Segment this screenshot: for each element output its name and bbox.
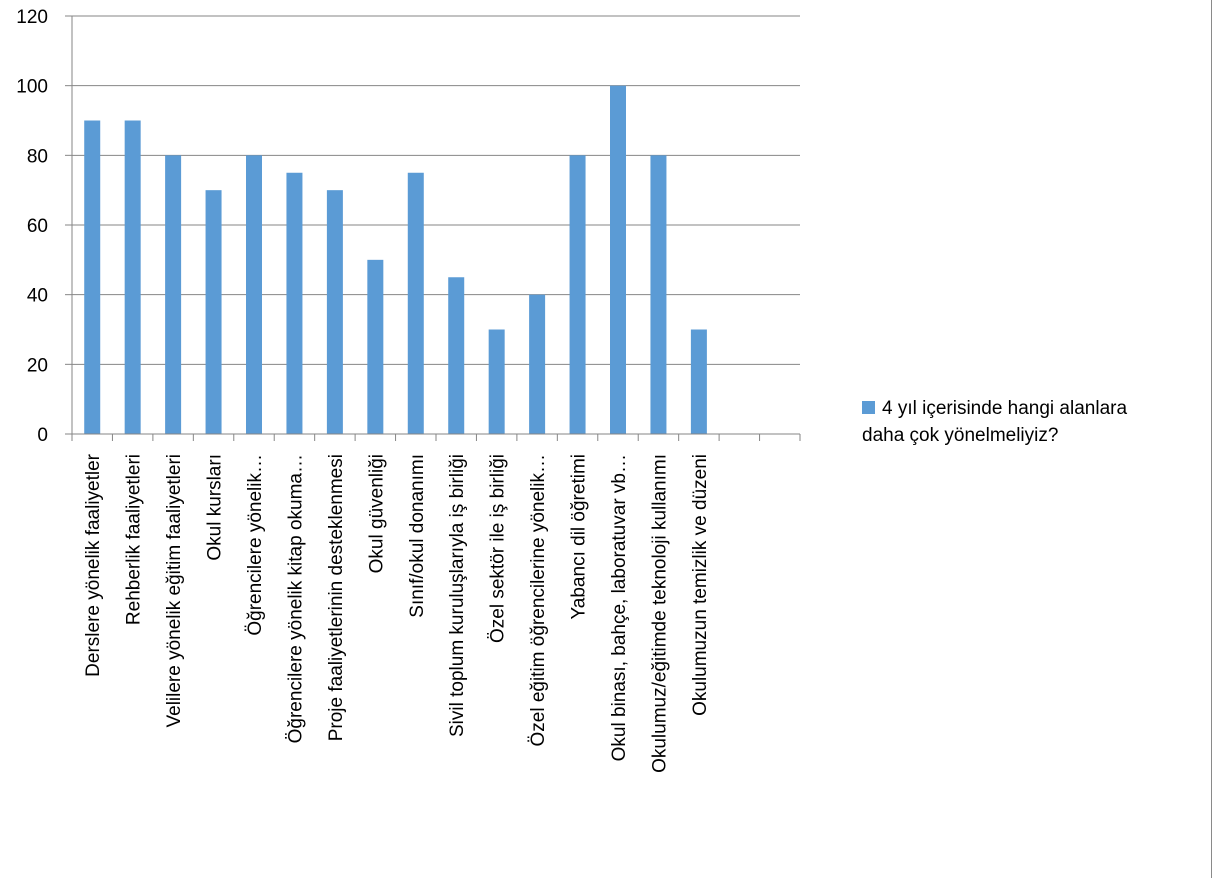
x-category-label: Yabancı dil öğretimi [569, 454, 590, 619]
x-category-label: Proje faaliyetlerinin desteklenmesi [326, 454, 347, 741]
bar [205, 190, 222, 434]
bar [286, 172, 303, 434]
frame-border [1211, 0, 1212, 878]
bar [569, 155, 586, 435]
y-tick-label: 100 [16, 77, 48, 98]
x-category-label: Okul güvenliği [366, 454, 387, 573]
x-category-label: Okul kursları [205, 454, 226, 561]
x-category-label: Okulumuzun temizlik ve düzeni [690, 454, 711, 716]
bar [610, 85, 626, 435]
x-category-label: Derslere yönelik faaliyetler [83, 453, 104, 676]
x-category-label: Öğrencilere yönelik kitap okuma… [285, 454, 306, 743]
bars [84, 85, 707, 435]
y-tick-label: 20 [27, 355, 48, 376]
y-tick-label: 80 [27, 146, 48, 167]
x-category-label: Okulumuz/eğitimde teknoloji kullanımı [649, 454, 670, 773]
bar [165, 155, 182, 435]
y-tick-label: 60 [27, 216, 48, 237]
x-category-label: Velilere yönelik eğitim faaliyetleri [164, 454, 185, 728]
y-tick-label: 40 [27, 286, 48, 307]
bar [448, 277, 465, 434]
legend-label: daha çok yönelmeliyiz? [862, 425, 1058, 446]
x-category-label: Sivil toplum kuruluşlarıyla iş birliği [447, 454, 468, 737]
x-category-label: Öğrencilere yönelik… [245, 454, 266, 636]
x-category-label: Özel sektör ile iş birliği [488, 454, 509, 643]
axes [65, 15, 801, 441]
bar [529, 294, 546, 434]
x-category-label: Sınıf/okul donanımı [407, 454, 428, 618]
bar [488, 329, 505, 434]
gridlines [72, 15, 800, 365]
legend-swatch [862, 401, 875, 414]
bar [407, 172, 424, 434]
x-category-label: Özel eğitim öğrencilerine yönelik… [528, 454, 549, 747]
legend: 4 yıl içerisinde hangi alanlara daha çok … [862, 398, 1127, 446]
bar [690, 329, 707, 434]
bar [124, 120, 141, 434]
bar [650, 155, 667, 435]
x-category-label: Rehberlik faaliyetleri [124, 454, 145, 625]
x-category-label: Okul binası, bahçe, laboratuvar vb… [609, 454, 630, 761]
legend-label: 4 yıl içerisinde hangi alanlara [882, 398, 1127, 419]
bar [367, 259, 384, 434]
bar [246, 155, 262, 435]
bar [84, 120, 101, 434]
bar [326, 190, 343, 434]
y-tick-label: 0 [37, 425, 48, 446]
y-tick-label: 120 [16, 7, 48, 28]
x-axis-category-labels: Derslere yönelik faaliyetler Rehberlik fa… [83, 453, 711, 773]
y-axis-tick-labels: 0 20 40 60 80 100 120 [16, 7, 48, 446]
